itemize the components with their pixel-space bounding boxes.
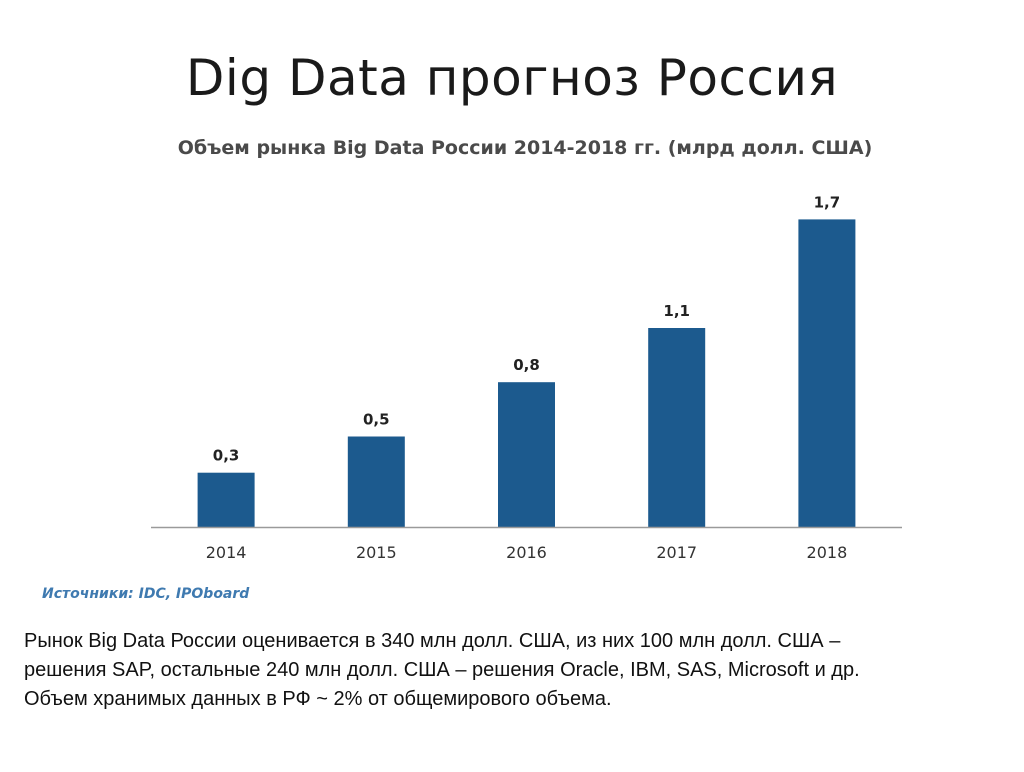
x-tick-label-2016: 2016 — [506, 543, 547, 562]
data-label-2015: 0,5 — [363, 411, 390, 429]
bars-layer — [197, 219, 856, 527]
data-label-2016: 0,8 — [513, 356, 540, 374]
body-line: решения SAP, остальные 240 млн долл. США… — [24, 659, 860, 681]
slide-title: Dig Data прогноз Россия — [185, 49, 839, 107]
bar-2018 — [798, 219, 856, 527]
body-line: Объем хранимых данных в РФ ~ 2% от общем… — [24, 688, 612, 710]
sources-note: Источники: IDC, IPOboard — [42, 586, 250, 602]
data-label-2014: 0,3 — [213, 447, 240, 465]
x-tick-label-2014: 2014 — [206, 543, 247, 562]
bar-2014 — [197, 472, 255, 527]
data-label-2017: 1,1 — [663, 302, 690, 320]
data-label-2018: 1,7 — [814, 193, 841, 211]
x-tick-label-2018: 2018 — [807, 543, 848, 562]
chart-title: Объем рынка Big Data России 2014-2018 гг… — [177, 137, 873, 159]
body-line: Рынок Big Data России оценивается в 340 … — [24, 630, 841, 652]
labels-layer: 0,3 2014 0,5 2015 0,8 2016 1,1 2017 1,7 2018 — [206, 193, 848, 562]
bar-2016 — [498, 382, 555, 527]
x-tick-label-2017: 2017 — [656, 543, 697, 562]
bar-2017 — [648, 328, 706, 527]
x-tick-label-2015: 2015 — [356, 543, 397, 562]
bar-2015 — [347, 436, 405, 527]
body-text: Рынок Big Data России оценивается в 340 … — [24, 627, 1004, 714]
